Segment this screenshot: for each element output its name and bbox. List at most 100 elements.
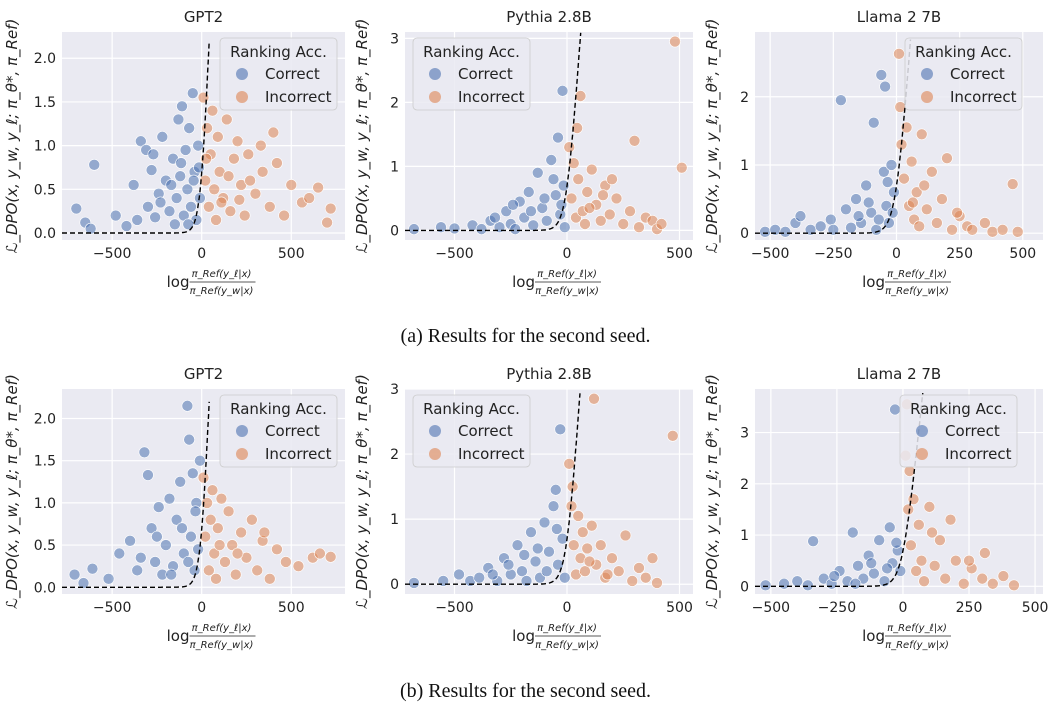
incorrect-point [210,573,222,585]
incorrect-point [966,223,979,236]
correct-point [865,557,878,570]
incorrect-point [258,526,271,539]
incorrect-point [905,539,917,552]
correct-point [552,558,564,571]
caption-b: (b) Results for the second seed. [399,680,652,702]
svg-text:π_Ref(y_w|x): π_Ref(y_w|x) [190,286,254,297]
legend-label: Incorrect [265,445,332,463]
incorrect-point [576,526,589,538]
svg-text:π_Ref(y_w|x): π_Ref(y_w|x) [885,640,949,651]
correct-point [486,568,499,581]
incorrect-point [212,131,224,143]
correct-point [408,577,420,589]
svg-text:log: log [512,627,535,645]
correct-point [186,87,199,99]
legend-marker [429,91,441,103]
incorrect-point [231,547,244,560]
correct-point [77,577,90,589]
x-tick-label: 0 [197,600,206,616]
y-tick-label: 2 [740,477,749,493]
x-tick-label: 0 [899,600,908,616]
y-tick-label: 1 [740,158,749,174]
incorrect-point [220,113,233,126]
correct-point [872,213,885,226]
svg-text:π_Ref(y_w|x): π_Ref(y_w|x) [535,640,599,651]
legend-title: Ranking Acc. [915,43,1012,61]
legend-marker [916,448,928,460]
incorrect-point [997,570,1010,582]
incorrect-point [208,547,221,560]
incorrect-point [210,214,222,226]
x-axis-label: log π_Ref(y_ℓ|x) π_Ref(y_w|x) [512,269,601,297]
incorrect-point [213,539,226,551]
x-tick-label: 250 [946,246,973,262]
correct-point [814,220,827,233]
incorrect-point [242,148,255,161]
incorrect-point [939,572,952,585]
x-axis-label: log π_Ref(y_ℓ|x) π_Ref(y_w|x) [167,623,256,651]
threshold-curve [755,39,912,234]
correct-point [170,513,183,526]
x-axis-label: log π_Ref(y_ℓ|x) π_Ref(y_w|x) [862,269,951,297]
legend-title: Ranking Acc. [423,43,520,61]
y-axis-label: ℒ_DPO(x, y_w, y_ℓ; π_θ*, π_Ref) [353,19,372,254]
correct-point [174,170,187,183]
legend-box [904,37,1023,111]
correct-point [504,568,517,581]
correct-point [181,400,194,412]
correct-point [525,526,537,538]
incorrect-point [567,157,580,169]
incorrect-point [215,492,228,505]
incorrect-point [675,161,688,174]
svg-text:log: log [862,627,885,645]
correct-point [522,186,535,198]
x-tick-label: −500 [751,246,789,262]
x-tick-label: 250 [956,600,983,616]
incorrect-point [934,534,946,546]
correct-point [890,536,903,549]
incorrect-point [923,501,936,513]
threshold-curve [62,40,210,234]
correct-point [135,551,147,564]
incorrect-point [624,205,636,217]
correct-point [545,154,558,166]
incorrect-point [222,505,235,518]
correct-point [881,562,893,575]
incorrect-point [979,217,991,229]
incorrect-point [572,173,585,185]
correct-point [175,157,187,169]
incorrect-point [581,186,594,198]
incorrect-point [199,530,212,543]
correct-point [163,492,176,505]
x-axis-label: log π_Ref(y_ℓ|x) π_Ref(y_w|x) [512,623,601,651]
incorrect-point [567,539,580,551]
incorrect-point [669,35,681,48]
correct-point [142,200,154,213]
y-tick-label: 1 [390,512,399,528]
incorrect-point [267,126,280,139]
x-tick-label: 500 [1009,246,1036,262]
incorrect-point [907,196,919,209]
legend-label: Incorrect [458,88,525,106]
y-tick-label: 0.0 [34,580,56,596]
x-tick-label: 0 [892,246,901,262]
legend-label: Incorrect [950,88,1017,106]
incorrect-point [628,135,641,147]
incorrect-point [263,573,276,585]
incorrect-point [231,135,244,148]
incorrect-point [918,179,931,192]
correct-point [540,215,553,227]
incorrect-point [244,174,256,187]
correct-point [192,139,204,152]
correct-point [179,144,192,156]
incorrect-point [612,565,625,578]
correct-point [86,562,99,575]
correct-point [525,205,537,217]
correct-point [149,211,161,224]
legend-title: Ranking Acc. [230,400,327,418]
correct-point [102,573,115,585]
incorrect-point [226,539,238,551]
correct-point [194,192,206,204]
incorrect-point [626,575,639,587]
legend-marker [916,425,928,437]
